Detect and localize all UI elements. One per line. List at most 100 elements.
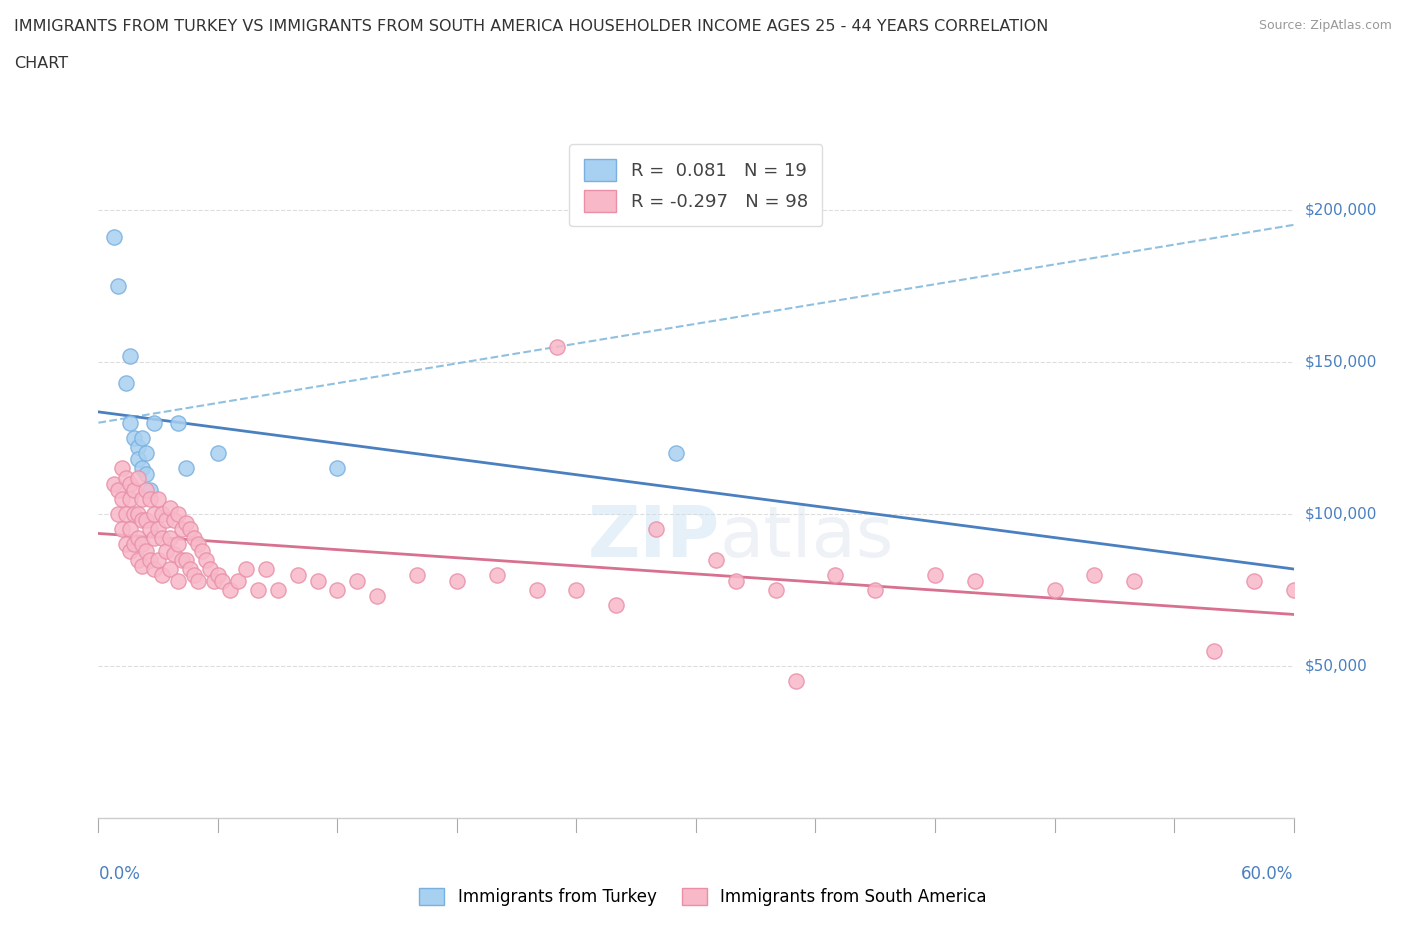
Point bbox=[198, 562, 221, 577]
Legend: Immigrants from Turkey, Immigrants from South America: Immigrants from Turkey, Immigrants from … bbox=[413, 881, 993, 912]
Point bbox=[131, 461, 153, 476]
Point bbox=[163, 546, 186, 561]
Point bbox=[111, 491, 134, 506]
Point bbox=[167, 416, 190, 431]
Point bbox=[143, 507, 166, 522]
Point bbox=[127, 507, 149, 522]
Point bbox=[191, 543, 214, 558]
Text: CHART: CHART bbox=[14, 56, 67, 71]
Point bbox=[103, 476, 125, 491]
Point bbox=[765, 583, 787, 598]
Point bbox=[107, 507, 129, 522]
Point bbox=[131, 537, 153, 551]
Point bbox=[115, 470, 138, 485]
Point bbox=[135, 445, 157, 460]
Point bbox=[159, 531, 181, 546]
Point bbox=[143, 562, 166, 577]
Point bbox=[1043, 583, 1066, 598]
Point bbox=[103, 230, 125, 245]
Text: atlas: atlas bbox=[720, 503, 894, 572]
Point bbox=[172, 522, 194, 537]
Point bbox=[174, 552, 197, 567]
Point bbox=[131, 491, 153, 506]
Point bbox=[346, 574, 368, 589]
Point bbox=[135, 483, 157, 498]
Point bbox=[366, 589, 388, 604]
Point bbox=[139, 552, 162, 567]
Point bbox=[124, 507, 146, 522]
Point bbox=[135, 467, 157, 482]
Point bbox=[155, 543, 177, 558]
Point bbox=[120, 522, 142, 537]
Point bbox=[194, 552, 218, 567]
Point bbox=[963, 574, 986, 589]
Text: $100,000: $100,000 bbox=[1305, 507, 1376, 522]
Point bbox=[120, 543, 142, 558]
Point bbox=[202, 574, 225, 589]
Point bbox=[824, 567, 846, 582]
Point bbox=[172, 552, 194, 567]
Point bbox=[924, 567, 946, 582]
Point bbox=[150, 531, 173, 546]
Point bbox=[1282, 583, 1305, 598]
Point bbox=[183, 567, 205, 582]
Point bbox=[219, 583, 242, 598]
Point bbox=[139, 491, 162, 506]
Point bbox=[174, 461, 197, 476]
Text: 0.0%: 0.0% bbox=[98, 865, 141, 884]
Point bbox=[485, 567, 508, 582]
Legend: R =  0.081   N = 19, R = -0.297   N = 98: R = 0.081 N = 19, R = -0.297 N = 98 bbox=[569, 144, 823, 226]
Point bbox=[1123, 574, 1146, 589]
Point bbox=[1243, 574, 1265, 589]
Point bbox=[131, 512, 153, 527]
Text: $50,000: $50,000 bbox=[1305, 658, 1368, 673]
Point bbox=[111, 522, 134, 537]
Point bbox=[863, 583, 886, 598]
Point bbox=[148, 491, 170, 506]
Point bbox=[167, 574, 190, 589]
Point bbox=[111, 461, 134, 476]
Point bbox=[139, 483, 162, 498]
Text: Source: ZipAtlas.com: Source: ZipAtlas.com bbox=[1258, 19, 1392, 32]
Point bbox=[226, 574, 249, 589]
Point bbox=[785, 674, 807, 689]
Point bbox=[107, 278, 129, 293]
Point bbox=[115, 507, 138, 522]
Point bbox=[645, 522, 668, 537]
Point bbox=[187, 537, 209, 551]
Point bbox=[267, 583, 290, 598]
Point bbox=[127, 452, 149, 467]
Text: 60.0%: 60.0% bbox=[1241, 865, 1294, 884]
Point bbox=[254, 562, 277, 577]
Point bbox=[246, 583, 269, 598]
Point bbox=[148, 552, 170, 567]
Point bbox=[155, 512, 177, 527]
Point bbox=[131, 431, 153, 445]
Point bbox=[406, 567, 429, 582]
Point bbox=[139, 522, 162, 537]
Point bbox=[183, 531, 205, 546]
Point bbox=[127, 470, 149, 485]
Point bbox=[135, 543, 157, 558]
Point bbox=[211, 574, 233, 589]
Point bbox=[307, 574, 329, 589]
Point bbox=[704, 552, 727, 567]
Point bbox=[526, 583, 548, 598]
Point bbox=[665, 445, 688, 460]
Point bbox=[187, 574, 209, 589]
Point bbox=[546, 339, 568, 354]
Point bbox=[287, 567, 309, 582]
Point bbox=[207, 445, 229, 460]
Point bbox=[1202, 644, 1225, 658]
Point bbox=[127, 552, 149, 567]
Point bbox=[115, 537, 138, 551]
Point bbox=[605, 598, 627, 613]
Point bbox=[143, 531, 166, 546]
Point bbox=[179, 522, 201, 537]
Point bbox=[179, 562, 201, 577]
Point bbox=[159, 500, 181, 515]
Point bbox=[167, 507, 190, 522]
Point bbox=[124, 483, 146, 498]
Point bbox=[150, 507, 173, 522]
Text: $150,000: $150,000 bbox=[1305, 354, 1376, 369]
